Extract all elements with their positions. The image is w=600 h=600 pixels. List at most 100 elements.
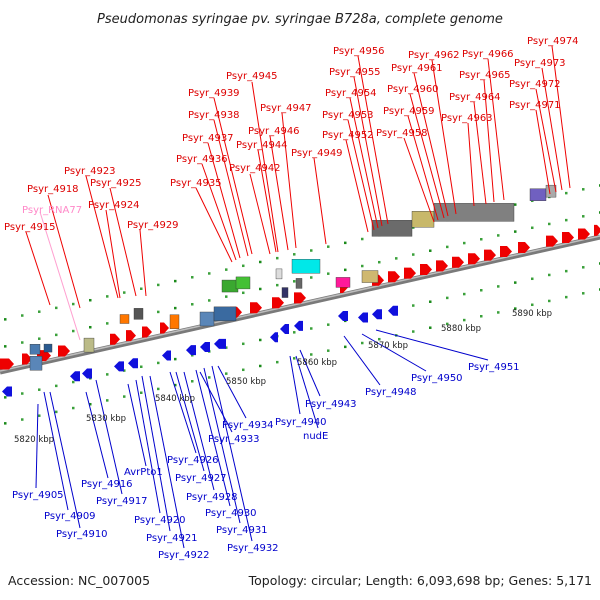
gene-label[interactable]: Psyr_4937	[182, 133, 234, 144]
strand-dot	[38, 310, 41, 313]
gene-label[interactable]: Psyr_4909	[44, 511, 96, 522]
gene-label[interactable]: Psyr_RNA77	[22, 205, 82, 216]
strand-dot	[259, 338, 262, 342]
strand-dot	[123, 369, 126, 372]
gene-label[interactable]: Psyr_4954	[325, 88, 377, 99]
gene-label[interactable]: Psyr_4962	[408, 50, 460, 61]
leader-line	[47, 194, 81, 309]
gene-label[interactable]: Psyr_4939	[188, 88, 240, 99]
gene-block	[29, 344, 41, 355]
gene-label[interactable]: Psyr_4933	[208, 434, 260, 445]
accession-label: Accession: NC_007005	[8, 573, 151, 588]
forward-gene-arrow	[436, 260, 448, 272]
gene-label[interactable]: Psyr_4973	[514, 58, 566, 69]
strand-dot	[123, 291, 126, 294]
gene-label[interactable]: Psyr_4972	[509, 79, 561, 90]
gene-label[interactable]: Psyr_4942	[229, 163, 281, 174]
gene-label[interactable]: Psyr_4936	[176, 154, 228, 165]
strand-dot	[89, 325, 92, 329]
gene-label[interactable]: Psyr_4945	[226, 71, 278, 82]
gene-label[interactable]: Psyr_4927	[175, 473, 227, 484]
gene-block	[281, 287, 289, 298]
strand-dot	[531, 303, 534, 307]
gene-label[interactable]: nudE	[303, 431, 328, 442]
leader-line	[43, 391, 69, 511]
strand-dot	[38, 337, 41, 340]
gene-label[interactable]: Psyr_4961	[391, 63, 443, 74]
gene-label[interactable]: Psyr_4922	[158, 550, 210, 561]
strand-dot	[344, 241, 347, 245]
gene-label[interactable]: Psyr_4926	[167, 455, 219, 466]
strand-dot	[140, 287, 143, 290]
gene-label[interactable]: Psyr_4931	[216, 525, 268, 536]
gene-label[interactable]: Psyr_4946	[248, 126, 300, 137]
strand-dot	[344, 268, 347, 272]
scale-label-5830: 5830 kbp	[86, 414, 126, 424]
gene-block	[291, 259, 321, 274]
scale-label-5840: 5840 kbp	[155, 394, 195, 404]
gene-label[interactable]: Psyr_4918	[27, 184, 79, 195]
reverse-gene-arrow	[270, 332, 278, 343]
gene-label[interactable]: Psyr_4929	[127, 220, 179, 231]
gene-label[interactable]: Psyr_4966	[462, 49, 514, 60]
gene-label[interactable]: Psyr_4971	[509, 100, 561, 111]
scale-label-5820: 5820 kbp	[14, 435, 54, 445]
gene-label[interactable]: Psyr_4940	[275, 417, 327, 428]
gene-label[interactable]: Psyr_4938	[188, 110, 240, 121]
gene-label[interactable]: Psyr_4943	[305, 399, 357, 410]
gene-block	[29, 356, 43, 371]
strand-dot	[242, 264, 245, 268]
gene-label[interactable]: Psyr_4905	[12, 490, 64, 501]
gene-label[interactable]: Psyr_4960	[387, 84, 439, 95]
leader-line	[467, 122, 475, 207]
genome-backbone	[0, 234, 600, 375]
gene-label[interactable]: Psyr_4915	[4, 222, 56, 233]
gene-label[interactable]: Psyr_4947	[260, 103, 312, 114]
strand-dot	[429, 300, 432, 303]
gene-label[interactable]: Psyr_4949	[291, 148, 343, 159]
gene-label[interactable]: Psyr_4923	[64, 166, 116, 177]
strand-dot	[378, 260, 381, 264]
strand-dot	[140, 365, 143, 368]
gene-label[interactable]: Psyr_4964	[449, 92, 501, 103]
gene-label[interactable]: Psyr_4950	[411, 373, 463, 384]
gene-label[interactable]: Psyr_4959	[383, 106, 435, 117]
gene-label[interactable]: Psyr_4951	[468, 362, 520, 373]
gene-label[interactable]: Psyr_4920	[134, 515, 186, 526]
gene-label[interactable]: Psyr_4934	[222, 420, 274, 431]
gene-label[interactable]: Psyr_4963	[441, 113, 493, 124]
gene-label[interactable]: Psyr_4917	[96, 496, 148, 507]
gene-label[interactable]: AvrPto1	[124, 467, 163, 478]
gene-label[interactable]: Psyr_4955	[329, 67, 381, 78]
strand-dot	[361, 237, 364, 241]
gene-label[interactable]: Psyr_4974	[527, 36, 579, 47]
gene-label[interactable]: Psyr_4948	[365, 387, 417, 398]
reverse-gene-arrow	[358, 312, 368, 323]
gene-label[interactable]: Psyr_4953	[322, 110, 374, 121]
leader-line	[353, 76, 383, 227]
strand-dot	[412, 330, 415, 333]
leader-line	[139, 229, 147, 297]
strand-dot	[310, 327, 313, 330]
leader-line	[551, 45, 571, 189]
gene-label[interactable]: Psyr_4952	[322, 130, 374, 141]
gene-label[interactable]: Psyr_4921	[146, 533, 198, 544]
gene-label[interactable]: Psyr_4958	[376, 128, 428, 139]
gene-label[interactable]: Psyr_4944	[236, 140, 288, 151]
leader-line	[35, 403, 39, 489]
strand-dot	[174, 279, 177, 283]
gene-label[interactable]: Psyr_4932	[227, 543, 279, 554]
gene-label[interactable]: Psyr_4956	[333, 46, 385, 57]
gene-label[interactable]: Psyr_4928	[186, 492, 238, 503]
gene-label[interactable]: Psyr_4924	[88, 200, 140, 211]
gene-label[interactable]: Psyr_4965	[459, 70, 511, 81]
gene-label[interactable]: Psyr_4910	[56, 529, 108, 540]
gene-label[interactable]: Psyr_4930	[205, 508, 257, 519]
leader-line	[483, 79, 495, 203]
gene-label[interactable]: Psyr_4925	[90, 178, 142, 189]
gene-label[interactable]: Psyr_4935	[170, 178, 222, 189]
strand-dot	[72, 329, 75, 333]
gene-label[interactable]: Psyr_4916	[81, 479, 133, 490]
reverse-gene-arrow	[70, 371, 80, 382]
leader-line	[195, 369, 231, 507]
